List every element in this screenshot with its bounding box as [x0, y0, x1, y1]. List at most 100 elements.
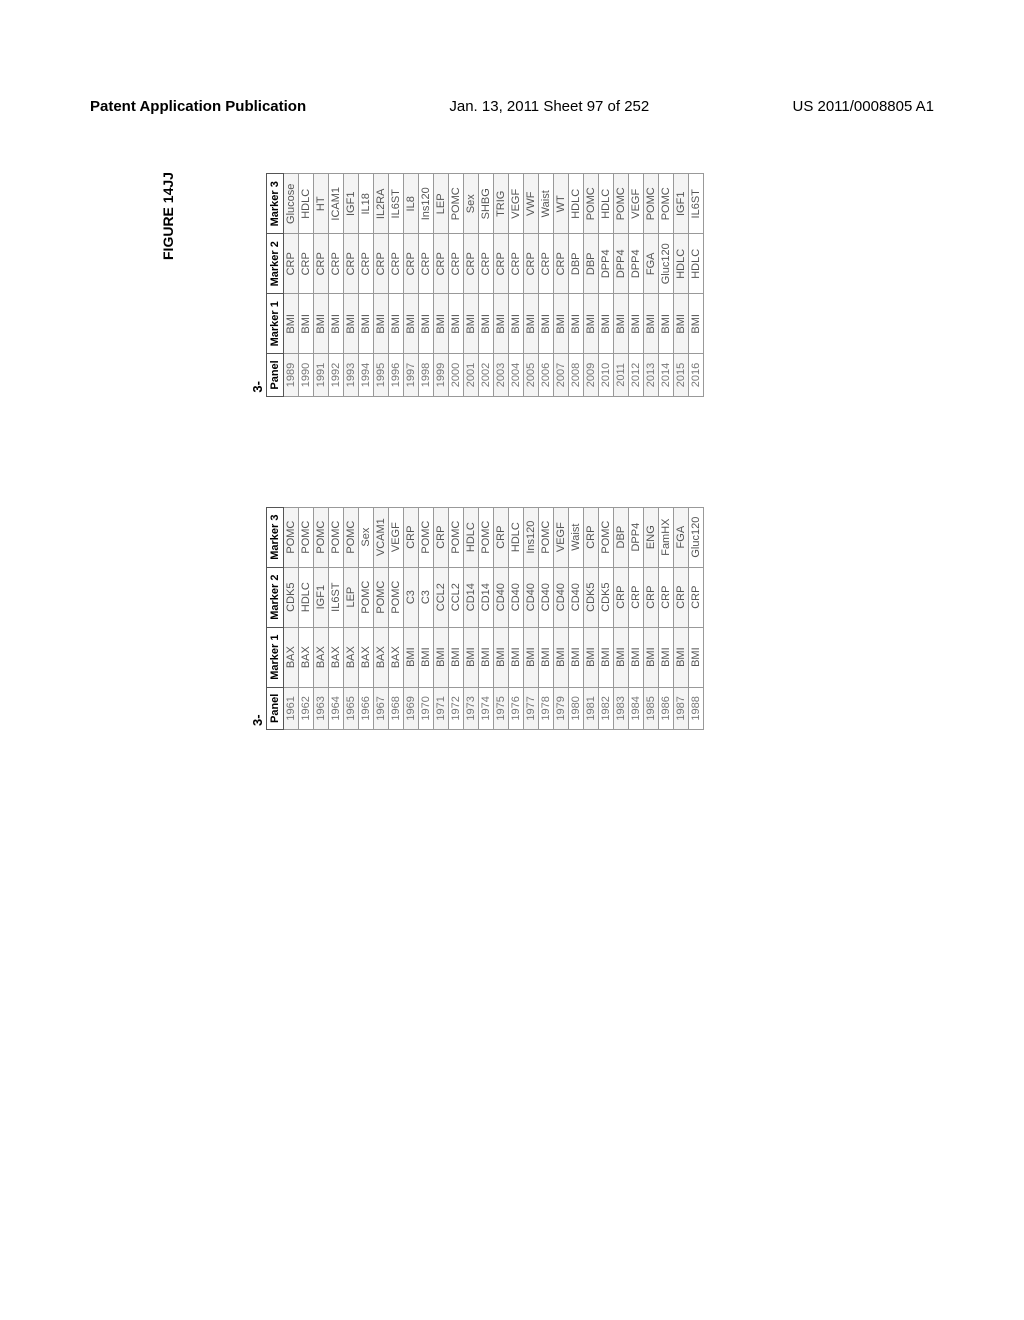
cell-panel: 2014 — [659, 354, 674, 396]
cell-marker2: CRP — [449, 234, 464, 294]
cell-marker2: HDLC — [689, 234, 704, 294]
tables-container: 3- Panel Marker 1 Marker 2 Marker 3 1961… — [250, 173, 704, 730]
table-row: 2004BMICRPVEGF — [509, 174, 524, 396]
table-row: 2010BMIDPP4HDLC — [599, 174, 614, 396]
cell-panel: 2003 — [494, 354, 509, 396]
cell-marker3: FGA — [674, 507, 689, 567]
cell-marker2: DPP4 — [599, 234, 614, 294]
col-marker2: Marker 2 — [267, 234, 284, 294]
cell-marker2: CRP — [284, 234, 299, 294]
cell-panel: 1988 — [689, 687, 704, 729]
cell-marker2: CRP — [344, 234, 359, 294]
table-row: 2003BMICRPTRIG — [494, 174, 509, 396]
cell-marker3: LEP — [434, 174, 449, 234]
cell-marker1: BMI — [614, 627, 629, 687]
cell-marker2: FGA — [644, 234, 659, 294]
cell-marker2: CD40 — [539, 567, 554, 627]
cell-marker1: BMI — [434, 627, 449, 687]
cell-marker3: CRP — [584, 507, 599, 567]
cell-panel: 1986 — [659, 687, 674, 729]
cell-marker1: BMI — [284, 294, 299, 354]
cell-marker2: CRP — [329, 234, 344, 294]
cell-marker1: BMI — [299, 294, 314, 354]
table-row: 2014BMIGluc120POMC — [659, 174, 674, 396]
cell-panel: 1969 — [404, 687, 419, 729]
cell-marker3: Ins120 — [419, 174, 434, 234]
cell-panel: 1997 — [404, 354, 419, 396]
table-row: 2013BMIFGAPOMC — [644, 174, 659, 396]
cell-panel: 2009 — [584, 354, 599, 396]
cell-marker3: HDLC — [599, 174, 614, 234]
table-row: 2001BMICRPSex — [464, 174, 479, 396]
cell-marker2: CD40 — [494, 567, 509, 627]
cell-marker2: HDLC — [674, 234, 689, 294]
cell-marker2: POMC — [374, 567, 389, 627]
cell-panel: 2007 — [554, 354, 569, 396]
col-marker1: Marker 1 — [267, 627, 284, 687]
table-row: 1962BAXHDLCPOMC — [299, 507, 314, 729]
cell-marker3: IL6ST — [689, 174, 704, 234]
table-row: 1992BMICRPICAM1 — [329, 174, 344, 396]
cell-panel: 2013 — [644, 354, 659, 396]
table-row: 1982BMICDK5POMC — [599, 507, 614, 729]
cell-panel: 1994 — [359, 354, 374, 396]
table-row: 1966BAXPOMCSex — [359, 507, 374, 729]
cell-marker1: BMI — [644, 294, 659, 354]
table-row: 1971BMICCL2CRP — [434, 507, 449, 729]
cell-marker3: IL6ST — [389, 174, 404, 234]
cell-panel: 1967 — [374, 687, 389, 729]
cell-marker3: IGF1 — [344, 174, 359, 234]
cell-marker2: LEP — [344, 567, 359, 627]
cell-marker3: POMC — [479, 507, 494, 567]
cell-panel: 1985 — [644, 687, 659, 729]
table-row: 1964BAXIL6STPOMC — [329, 507, 344, 729]
panel-right: 3- Panel Marker 1 Marker 2 Marker 3 1989… — [250, 173, 704, 396]
cell-panel: 1972 — [449, 687, 464, 729]
table-row: 2016BMIHDLCIL6ST — [689, 174, 704, 396]
cell-marker1: BMI — [599, 627, 614, 687]
table-row: 1988BMICRPGluc120 — [689, 507, 704, 729]
cell-marker2: CRP — [659, 567, 674, 627]
cell-marker3: VWF — [524, 174, 539, 234]
cell-marker3: Sex — [464, 174, 479, 234]
cell-marker2: CDK5 — [599, 567, 614, 627]
cell-marker1: BMI — [674, 294, 689, 354]
cell-panel: 1983 — [614, 687, 629, 729]
cell-marker1: BMI — [449, 294, 464, 354]
cell-marker2: CRP — [629, 567, 644, 627]
cell-marker3: Waist — [539, 174, 554, 234]
cell-marker3: Waist — [569, 507, 584, 567]
cell-marker1: BMI — [329, 294, 344, 354]
cell-marker2: CRP — [299, 234, 314, 294]
cell-panel: 1976 — [509, 687, 524, 729]
table-row: 2007BMICRPWT — [554, 174, 569, 396]
cell-marker3: IL18 — [359, 174, 374, 234]
cell-marker1: BMI — [524, 294, 539, 354]
cell-panel: 1978 — [539, 687, 554, 729]
cell-marker1: BAX — [374, 627, 389, 687]
col-panel: Panel — [267, 354, 284, 396]
cell-marker3: POMC — [539, 507, 554, 567]
cell-marker2: Gluc120 — [659, 234, 674, 294]
cell-panel: 1968 — [389, 687, 404, 729]
cell-marker1: BMI — [659, 294, 674, 354]
cell-marker3: VEGF — [554, 507, 569, 567]
cell-panel: 1961 — [284, 687, 299, 729]
table-row: 1985BMICRPENG — [644, 507, 659, 729]
cell-marker1: BMI — [494, 627, 509, 687]
table-row: 1979BMICD40VEGF — [554, 507, 569, 729]
cell-marker1: BMI — [614, 294, 629, 354]
cell-panel: 2011 — [614, 354, 629, 396]
cell-marker2: CCL2 — [449, 567, 464, 627]
cell-marker2: CRP — [524, 234, 539, 294]
cell-marker1: BMI — [524, 627, 539, 687]
cell-panel: 1982 — [599, 687, 614, 729]
cell-marker1: BMI — [539, 627, 554, 687]
cell-marker1: BAX — [329, 627, 344, 687]
cell-marker3: HT — [314, 174, 329, 234]
table-row: 2005BMICRPVWF — [524, 174, 539, 396]
col-marker2: Marker 2 — [267, 567, 284, 627]
cell-panel: 1963 — [314, 687, 329, 729]
cell-panel: 1980 — [569, 687, 584, 729]
cell-marker2: CRP — [644, 567, 659, 627]
